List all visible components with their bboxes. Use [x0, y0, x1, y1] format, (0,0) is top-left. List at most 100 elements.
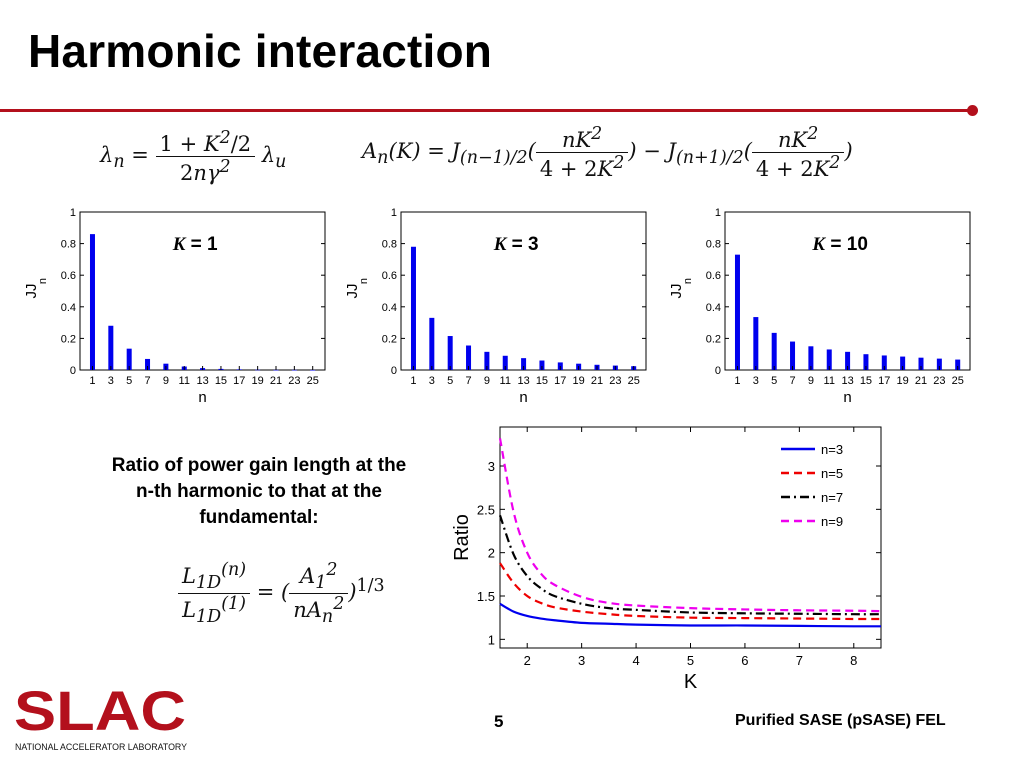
bar-chart-k3: 00.20.40.60.811 3 5 7 9 11 13 15 17 19 21 23 25nJJnK… — [344, 207, 647, 406]
bar — [273, 369, 279, 371]
bar — [753, 317, 759, 370]
footer-title: Purified SASE (pSASE) FEL — [735, 712, 946, 729]
bar — [310, 369, 316, 371]
y-tick-label: 0.2 — [706, 333, 721, 345]
x-tick-label: 11 — [179, 375, 190, 387]
bar — [900, 356, 906, 370]
bar — [108, 325, 114, 370]
x-tick-label: 21 — [915, 375, 927, 387]
bar — [845, 351, 851, 370]
x-tick-label: 9 — [163, 375, 169, 387]
formula-a-n: An(K) = J(n−1)/2(nK2 4 + 2K2) − J(n+1)/2(… — [362, 124, 853, 181]
x-axis-label: n — [198, 389, 206, 406]
x-tick-label: 23 — [288, 375, 300, 387]
x-tick-label: 4 — [632, 653, 639, 668]
legend-label: n=5 — [821, 466, 843, 481]
series-line-n5 — [499, 562, 882, 621]
x-tick-label: 25 — [307, 375, 319, 387]
x-tick-label: 3 — [578, 653, 585, 668]
x-tick-label: 5 — [687, 653, 694, 668]
legend-label: n=9 — [821, 514, 843, 529]
bar — [145, 358, 151, 370]
bar — [502, 355, 508, 370]
k-annotation: K = 3 — [493, 234, 539, 255]
slac-logo: SLAC NATIONAL ACCELERATOR LABORATORY — [14, 679, 194, 761]
x-tick-label: 21 — [591, 375, 603, 387]
x-tick-label: 2 — [524, 653, 531, 668]
x-tick-label: 13 — [196, 375, 208, 387]
bar — [429, 317, 435, 370]
bar — [863, 354, 869, 370]
y-axis-label: JJ — [668, 284, 685, 299]
y-tick-label: 1 — [70, 207, 76, 219]
bar — [881, 355, 887, 370]
bar — [936, 358, 942, 370]
x-tick-label: 15 — [215, 375, 227, 387]
y-tick-label: 0.6 — [706, 270, 721, 282]
y-axis-label-subscript: n — [358, 278, 370, 284]
y-axis-label-subscript: n — [37, 278, 49, 284]
y-tick-label: 0.8 — [382, 239, 397, 251]
k-annotation: K = 1 — [172, 234, 218, 255]
x-tick-label: 9 — [484, 375, 490, 387]
x-tick-label: 7 — [465, 375, 471, 387]
bar — [826, 349, 832, 370]
bar — [918, 357, 924, 370]
k-annotation: K = 10 — [811, 234, 867, 255]
bar — [89, 234, 95, 370]
bar — [771, 332, 777, 370]
x-tick-label: 3 — [429, 375, 435, 387]
y-tick-label: 0.4 — [706, 302, 721, 314]
x-tick-label: 23 — [933, 375, 945, 387]
y-tick-label: 0.8 — [706, 239, 721, 251]
x-tick-label: 7 — [144, 375, 150, 387]
bar — [808, 346, 814, 370]
y-axis-label: Ratio — [451, 514, 473, 561]
x-tick-label: 5 — [447, 375, 453, 387]
x-tick-label: 1 — [89, 375, 95, 387]
bar — [734, 254, 740, 370]
formula-lambda-n: λn = 1 + K2/2 2nγ2 λu — [100, 128, 287, 185]
y-tick-label: 0.6 — [61, 270, 76, 282]
x-tick-label: 19 — [897, 375, 909, 387]
bar — [521, 358, 527, 370]
x-tick-label: 17 — [233, 375, 245, 387]
y-axis-label: JJ — [23, 284, 40, 299]
x-tick-label: 3 — [108, 375, 114, 387]
x-tick-label: 11 — [500, 375, 511, 387]
bar — [466, 345, 472, 370]
x-tick-label: 1 — [410, 375, 416, 387]
x-tick-label: 23 — [609, 375, 621, 387]
y-tick-label: 0 — [391, 365, 397, 377]
formula-ratio: L1D(n) L1D(1) = (A12 nAn2)1/3 — [178, 560, 385, 627]
svg-text:NATIONAL ACCELERATOR LABORATOR: NATIONAL ACCELERATOR LABORATORY — [15, 742, 187, 752]
bar — [126, 348, 132, 370]
x-tick-label: 19 — [252, 375, 264, 387]
bar — [410, 246, 416, 370]
slide-title: Harmonic interaction — [28, 25, 493, 77]
series-line-n7 — [498, 515, 882, 616]
x-tick-label: 1 — [734, 375, 740, 387]
x-tick-label: 7 — [789, 375, 795, 387]
x-tick-label: 25 — [628, 375, 640, 387]
x-tick-label: 3 — [753, 375, 759, 387]
x-axis-label: K — [684, 671, 698, 692]
y-tick-label: 0.4 — [61, 302, 76, 314]
y-tick-label: 0 — [715, 365, 721, 377]
x-tick-label: 11 — [824, 375, 835, 387]
x-tick-label: 5 — [771, 375, 777, 387]
y-tick-label: 0.2 — [382, 333, 397, 345]
x-axis-label: n — [843, 389, 851, 406]
title-divider — [0, 109, 972, 112]
slac-logo-graphic: SLAC NATIONAL ACCELERATOR LABORATORY — [14, 679, 187, 752]
x-tick-label: 13 — [517, 375, 529, 387]
bar — [447, 336, 453, 370]
bar — [955, 359, 961, 370]
y-axis-label: JJ — [344, 284, 361, 299]
y-tick-label: 1 — [715, 207, 721, 219]
x-tick-label: 19 — [573, 375, 585, 387]
x-tick-label: 8 — [850, 653, 857, 668]
y-tick-label: 0.8 — [61, 239, 76, 251]
bar-chart-k10: 00.20.40.60.811 3 5 7 9 11 13 15 17 19 21 23 25nJJnK… — [668, 207, 971, 406]
bar — [291, 369, 297, 371]
